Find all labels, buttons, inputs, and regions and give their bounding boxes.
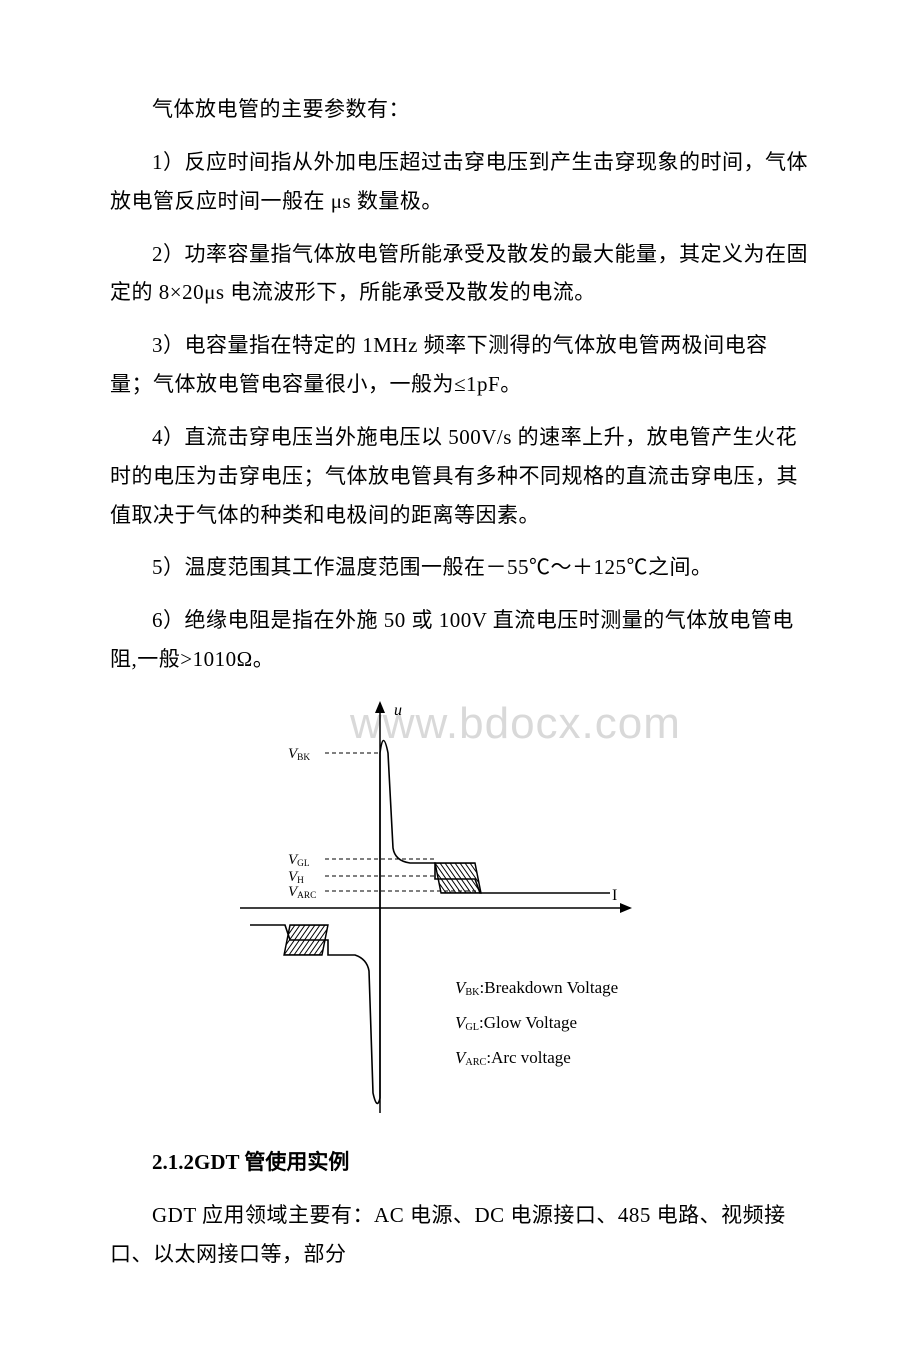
hatched-region: [415, 863, 516, 893]
section-heading: 2.1.2GDT 管使用实例: [110, 1143, 810, 1182]
paragraph-after: GDT 应用领域主要有：AC 电源、DC 电源接口、485 电路、视频接口、以太…: [110, 1196, 810, 1274]
document-page: 气体放电管的主要参数有： 1）反应时间指从外加电压超过击穿电压到产生击穿现象的时…: [0, 0, 920, 1348]
svg-text:I: I: [612, 887, 617, 904]
legend-entry: VARC:Arc voltage: [455, 1048, 571, 1068]
paragraph-3: 3）电容量指在特定的 1MHz 频率下测得的气体放电管两极间电容量；气体放电管电…: [110, 326, 810, 404]
axis-label-VGL: VGL: [288, 852, 310, 869]
legend-entry: VGL:Glow Voltage: [455, 1013, 577, 1033]
axis-label-VARC: VARC: [288, 884, 316, 901]
paragraph-1: 1）反应时间指从外加电压超过击穿电压到产生击穿现象的时间，气体放电管反应时间一般…: [110, 143, 810, 221]
paragraph-2: 2）功率容量指气体放电管所能承受及散发的最大能量，其定义为在固定的 8×20μs…: [110, 235, 810, 313]
paragraph-6: 6）绝缘电阻是指在外施 50 或 100V 直流电压时测量的气体放电管电阻,一般…: [110, 601, 810, 679]
gdt-characteristic-diagram: www.bdocx.comuIVBKVGLVHVARCVBK:Breakdown…: [230, 693, 690, 1123]
figure-container: www.bdocx.comuIVBKVGLVHVARCVBK:Breakdown…: [110, 693, 810, 1123]
legend-entry: VBK:Breakdown Voltage: [455, 978, 618, 998]
axis-label-VBK: VBK: [288, 746, 310, 763]
paragraph-intro: 气体放电管的主要参数有：: [110, 90, 810, 129]
svg-text:u: u: [394, 702, 402, 719]
paragraph-4: 4）直流击穿电压当外施电压以 500V/s 的速率上升，放电管产生火花时的电压为…: [110, 418, 810, 535]
paragraph-5: 5）温度范围其工作温度范围一般在－55℃～＋125℃之间。: [110, 548, 810, 587]
